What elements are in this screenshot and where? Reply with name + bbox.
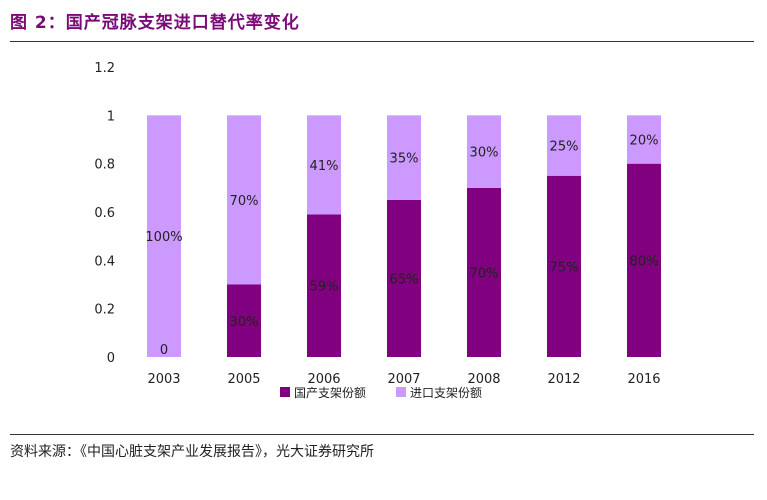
stacked-bar-chart: 0 0.2 0.4 0.6 0.8 1 1.2 0 100% 2003 30% 70% 2005 59% 4… (94, 61, 661, 400)
bar-imported-2008 (467, 115, 501, 188)
title-divider (10, 41, 754, 42)
x-tick-label-2016: 2016 (627, 372, 660, 387)
y-tick-label: 0.4 (94, 254, 115, 269)
bar-imported-2012 (547, 115, 581, 176)
y-tick-label: 0.6 (94, 206, 115, 221)
x-tick-label-2008: 2008 (467, 372, 500, 387)
bar-domestic-2006 (307, 214, 341, 357)
legend-label-0: 国产支架份额 (294, 386, 366, 400)
bar-domestic-2012 (547, 175, 581, 357)
data-label-imported-2016: 20% (630, 134, 659, 149)
bar-imported-2007 (387, 115, 421, 200)
bar-domestic-2007 (387, 199, 421, 357)
data-label-domestic-2007: 65% (390, 272, 419, 287)
data-label-domestic-2016: 80% (630, 254, 659, 269)
bar-imported-2016 (627, 115, 661, 164)
bar-imported-2005 (227, 115, 261, 285)
data-label-domestic-2012: 75% (550, 260, 579, 275)
x-tick-label-2007: 2007 (387, 372, 420, 387)
data-label-imported-2006: 41% (310, 159, 339, 174)
x-tick-label-2003: 2003 (147, 372, 180, 387)
y-tick-label: 1 (107, 109, 115, 124)
bar-domestic-2016 (627, 163, 661, 357)
data-label-imported-2007: 35% (390, 152, 419, 167)
data-label-imported-2005: 70% (230, 194, 259, 209)
y-tick-label: 1.2 (94, 61, 115, 76)
legend-swatch-1 (396, 387, 406, 397)
source-divider (10, 434, 754, 435)
y-tick-label: 0.8 (94, 158, 115, 173)
data-label-imported-2003: 100% (145, 230, 182, 245)
data-label-domestic-2008: 70% (470, 266, 499, 281)
bar-domestic-2008 (467, 187, 501, 357)
x-tick-label-2005: 2005 (227, 372, 260, 387)
source-note: 资料来源：《中国心脏支架产业发展报告》，光大证券研究所 (10, 444, 374, 460)
figure-title: 图 2：国产冠脉支架进口替代率变化 (10, 13, 300, 33)
data-label-domestic-2005: 30% (230, 315, 259, 330)
y-tick-label: 0 (107, 351, 115, 366)
x-tick-label-2006: 2006 (307, 372, 340, 387)
data-label-imported-2008: 30% (470, 146, 499, 161)
legend-swatch-0 (280, 387, 290, 397)
bar-domestic-2005 (227, 284, 261, 357)
bar-imported-2003 (147, 115, 181, 357)
x-tick-label-2012: 2012 (547, 372, 580, 387)
data-label-domestic-2003: 0 (160, 343, 168, 358)
y-tick-label: 0.2 (94, 303, 115, 318)
data-label-imported-2012: 25% (550, 140, 579, 155)
bar-imported-2006 (307, 115, 341, 215)
data-label-domestic-2006: 59% (310, 280, 339, 295)
legend-label-1: 进口支架份额 (410, 386, 482, 400)
